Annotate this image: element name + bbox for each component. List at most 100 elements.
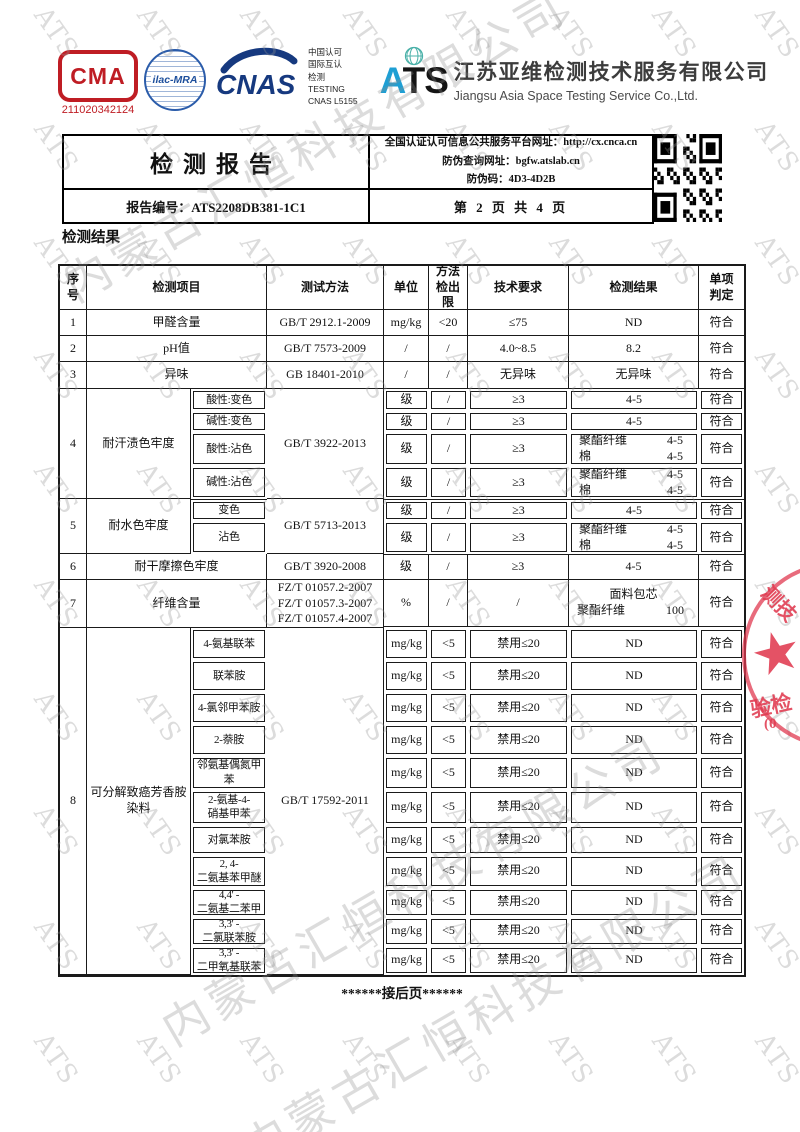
table-cell: mg/kg xyxy=(384,888,429,917)
table-cell: ND xyxy=(569,946,699,975)
table-cell: / xyxy=(384,362,429,389)
table-cell: 3,3' - 二甲氧基联苯 xyxy=(191,946,267,975)
report-title-cell: 检测报告 xyxy=(64,136,370,190)
table-cell: ND xyxy=(569,692,699,724)
table-cell: 符合 xyxy=(699,336,744,362)
table-cell: 禁用≤20 xyxy=(468,790,569,825)
report-title: 检测报告 xyxy=(150,152,282,177)
table-cell: mg/kg xyxy=(384,946,429,975)
table-cell: 2-萘胺 xyxy=(191,724,267,756)
table-cell: 沾色 xyxy=(191,521,267,554)
watermark-text: ATS xyxy=(542,1027,599,1091)
table-cell: mg/kg xyxy=(384,756,429,790)
table-cell: ND xyxy=(569,825,699,855)
table-cell: ND xyxy=(569,724,699,756)
table-cell: ND xyxy=(569,660,699,692)
table-cell: ND xyxy=(569,790,699,825)
accreditation-line: 中国认可 xyxy=(308,47,343,57)
table-cell: 4,4' - 二氨基二苯甲 xyxy=(191,888,267,917)
table-cell: ND xyxy=(569,310,699,336)
table-cell: / xyxy=(429,554,468,580)
ats-letters: ATS xyxy=(380,60,449,102)
table-cell: 4 xyxy=(60,389,87,499)
table-cell: / xyxy=(429,521,468,554)
table-cell: mg/kg xyxy=(384,692,429,724)
table-cell: 测试方法 xyxy=(267,266,384,310)
table-cell: <5 xyxy=(429,628,468,660)
table-cell: / xyxy=(429,362,468,389)
table-cell: mg/kg xyxy=(384,310,429,336)
table-cell: GB 18401-2010 xyxy=(267,362,384,389)
table-cell: mg/kg xyxy=(384,724,429,756)
table-cell: 禁用≤20 xyxy=(468,660,569,692)
watermark-text: ATS xyxy=(748,571,800,635)
table-cell: 6 xyxy=(60,554,87,580)
table-cell: 符合 xyxy=(699,917,744,946)
table-cell: ≥3 xyxy=(468,411,569,432)
table-cell: / xyxy=(429,466,468,499)
cnas-label: CNAS xyxy=(216,69,296,100)
watermark-text: ATS xyxy=(336,1027,393,1091)
table-cell: 异味 xyxy=(87,362,267,389)
table-cell: / xyxy=(429,411,468,432)
watermark-text: ATS xyxy=(233,1027,290,1091)
table-cell: <5 xyxy=(429,855,468,888)
table-cell: 符合 xyxy=(699,692,744,724)
table-cell: 禁用≤20 xyxy=(468,692,569,724)
table-cell: 可分解致癌芳香胺 染料 xyxy=(87,627,191,975)
table-cell: 符合 xyxy=(699,660,744,692)
table-cell: 聚酯纤维 4-5 棉 4-5 xyxy=(569,521,699,554)
table-cell: GB/T 7573-2009 xyxy=(267,336,384,362)
company-block: 江苏亚维检测技术服务有限公司 Jiangsu Asia Space Testin… xyxy=(454,46,769,103)
table-cell: ≤75 xyxy=(468,310,569,336)
table-cell: 检测结果 xyxy=(569,266,699,310)
table-cell: 5 xyxy=(60,499,87,554)
table-cell: 级 xyxy=(384,432,429,466)
section-title: 检测结果 xyxy=(62,230,120,246)
table-cell: 符合 xyxy=(699,554,744,580)
table-cell: 邻氨基偶氮甲 苯 xyxy=(191,756,267,790)
table-cell: <5 xyxy=(429,946,468,975)
table-cell: 符合 xyxy=(699,888,744,917)
table-cell: <20 xyxy=(429,310,468,336)
table-cell: 符合 xyxy=(699,411,744,432)
table-cell: 8.2 xyxy=(569,336,699,362)
watermark-text: ATS xyxy=(748,229,800,293)
footer-note: ******接后页****** xyxy=(341,986,463,1001)
table-cell: 1 xyxy=(60,310,87,336)
table-cell: GB/T 3920-2008 xyxy=(267,554,384,580)
watermark-text: ATS xyxy=(645,1027,702,1091)
table-cell: 级 xyxy=(384,499,429,521)
table-cell: 4.0~8.5 xyxy=(468,336,569,362)
table-cell: 禁用≤20 xyxy=(468,946,569,975)
table-cell: 4-5 xyxy=(569,499,699,521)
table-cell: 符合 xyxy=(699,580,744,627)
table-cell: mg/kg xyxy=(384,917,429,946)
table-cell: 禁用≤20 xyxy=(468,756,569,790)
table-cell: 禁用≤20 xyxy=(468,855,569,888)
table-cell: 耐干摩擦色牢度 xyxy=(87,554,267,580)
table-cell: ≥3 xyxy=(468,554,569,580)
report-number: 报告编号：ATS2208DB381-1C1 xyxy=(126,199,306,215)
table-cell: GB/T 17592-2011 xyxy=(267,627,384,975)
table-cell: 级 xyxy=(384,389,429,411)
ats-letter-t: T xyxy=(402,60,426,101)
table-cell: 对氯苯胺 xyxy=(191,825,267,855)
table-cell: 耐水色牢度 xyxy=(87,499,191,554)
table-cell: 酸性:变色 xyxy=(191,389,267,411)
watermark-text: ATS xyxy=(130,1027,187,1091)
cnas-swoosh-icon: CNAS xyxy=(216,47,298,100)
table-cell: ND xyxy=(569,917,699,946)
table-cell: 2 xyxy=(60,336,87,362)
watermark-text: ATS xyxy=(748,343,800,407)
table-cell: <5 xyxy=(429,888,468,917)
table-cell: ND xyxy=(569,855,699,888)
table-cell: GB/T 5713-2013 xyxy=(267,499,384,554)
table-cell: 技术要求 xyxy=(468,266,569,310)
table-cell: 3 xyxy=(60,362,87,389)
table-cell: mg/kg xyxy=(384,855,429,888)
table-cell: 单位 xyxy=(384,266,429,310)
table-cell: 序号 xyxy=(60,266,87,310)
stamp-text-bottom: 验检 xyxy=(748,689,795,723)
